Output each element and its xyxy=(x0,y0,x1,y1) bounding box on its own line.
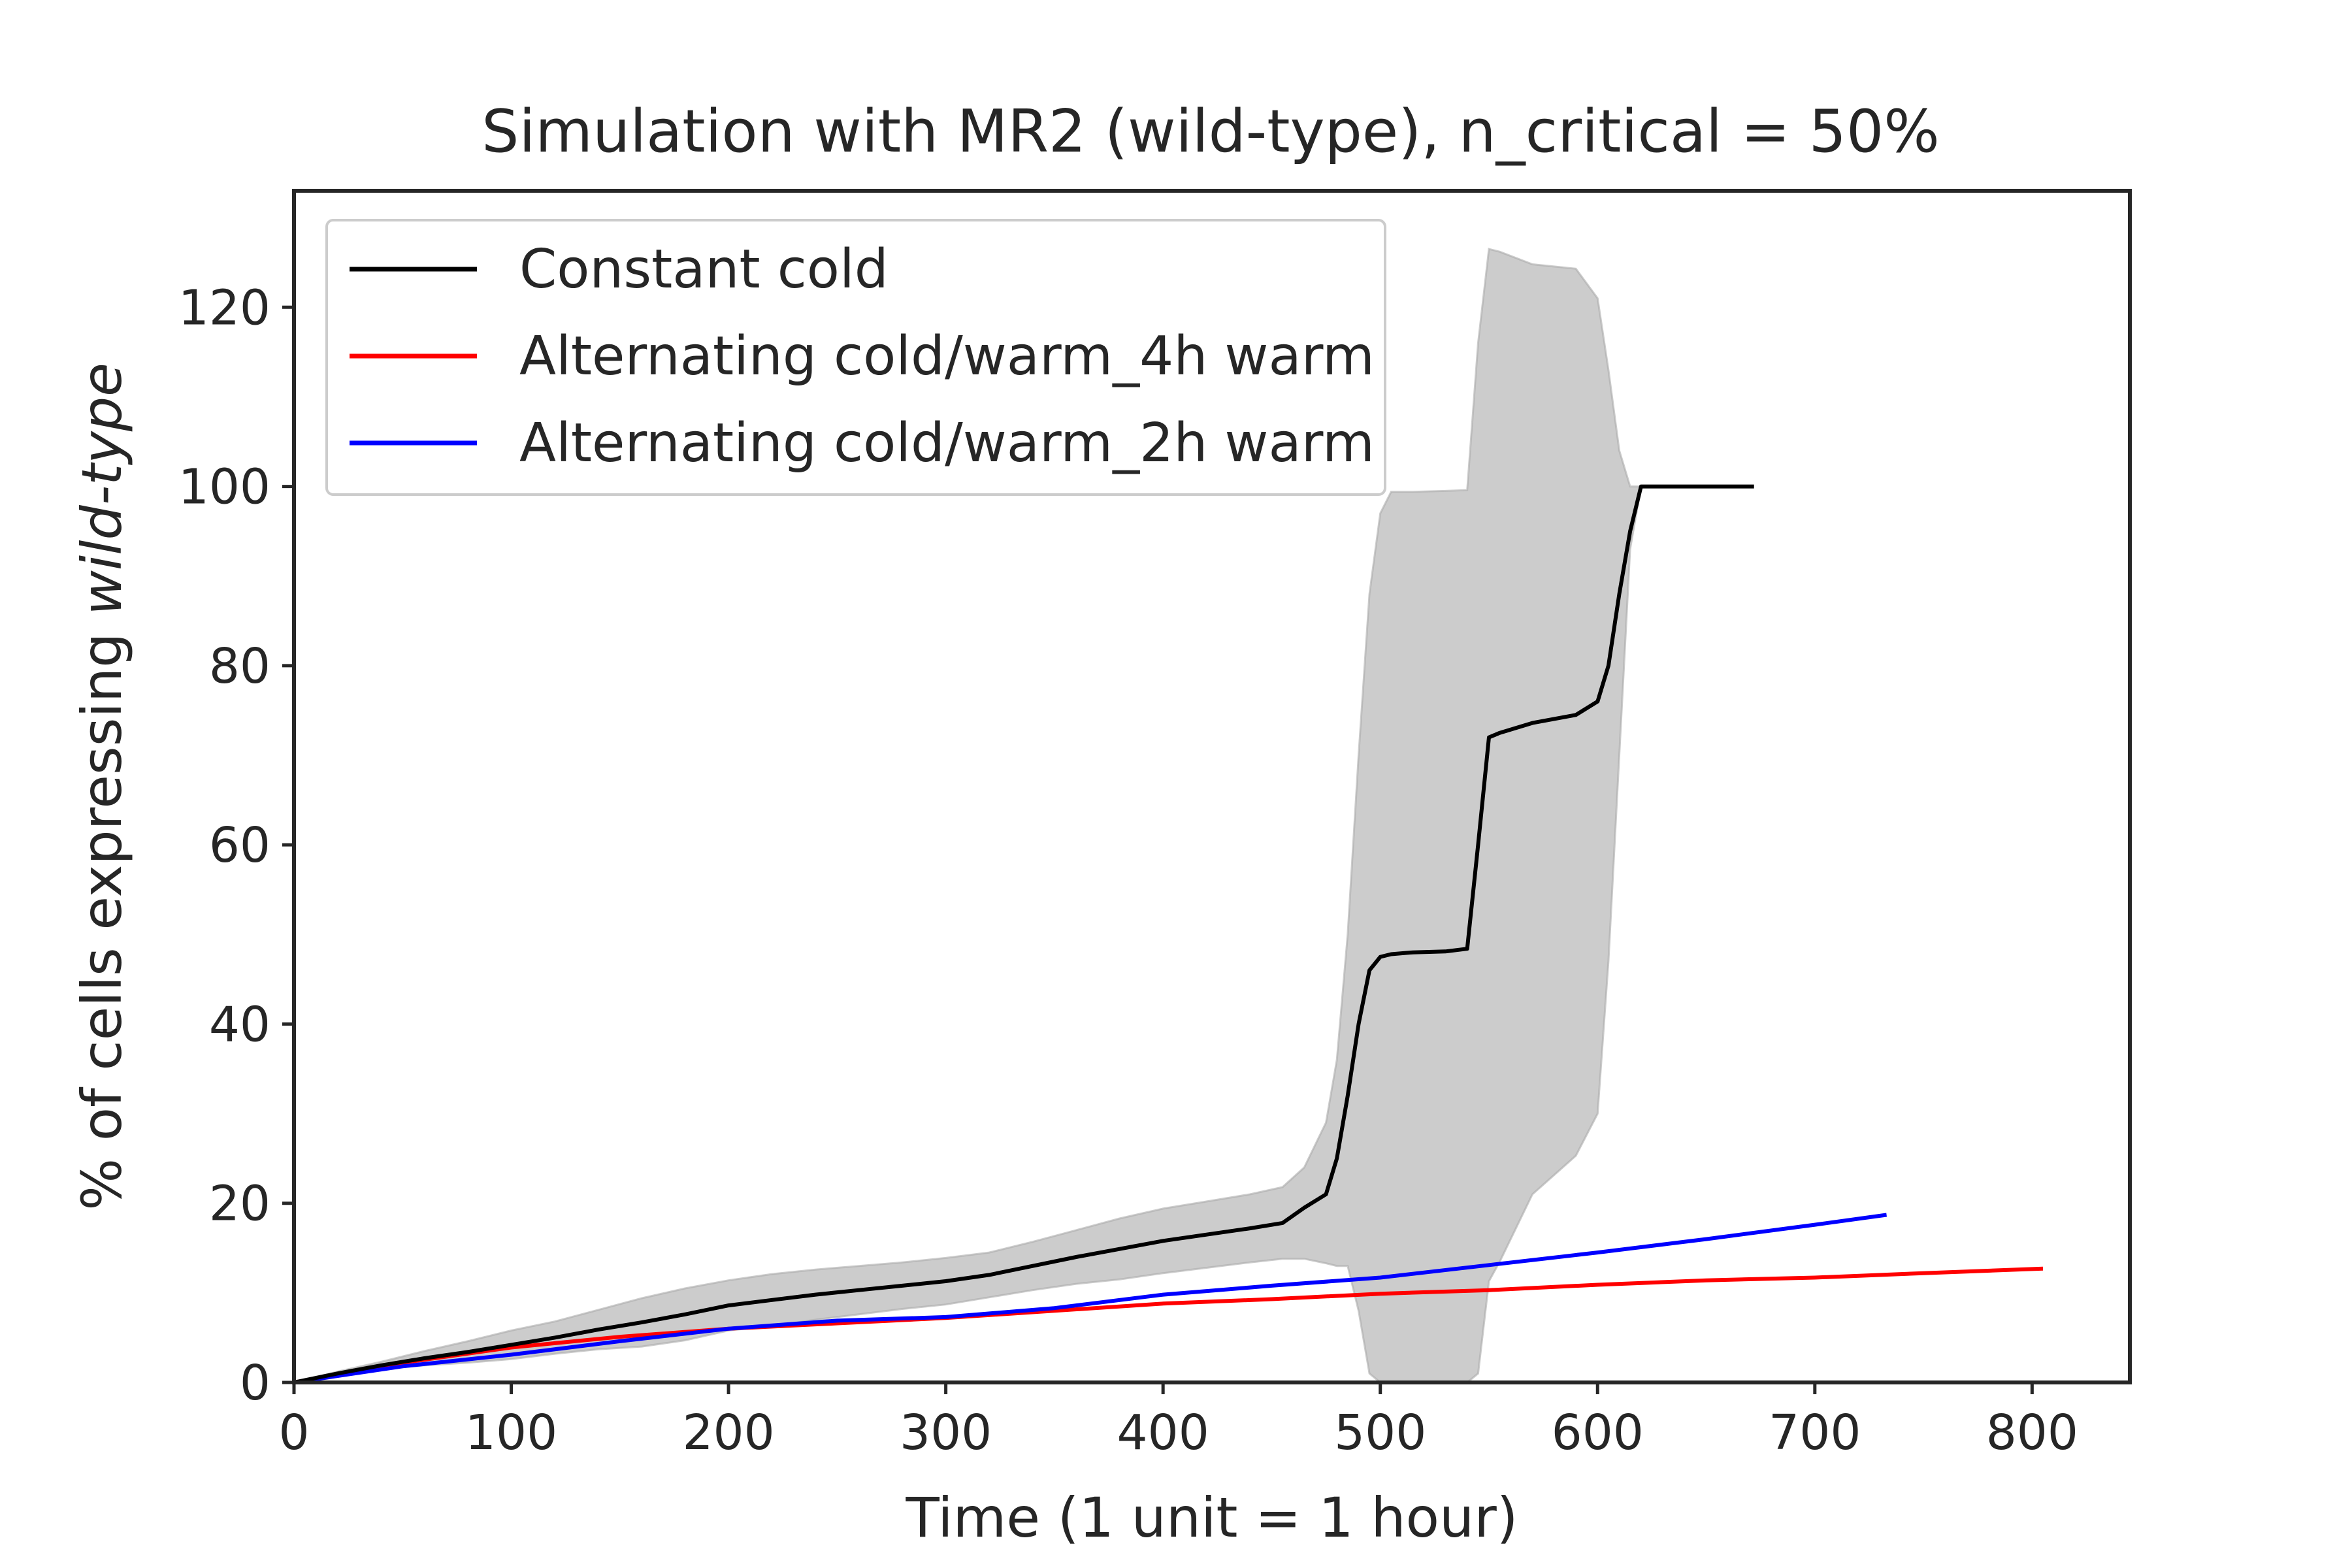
series-lines xyxy=(293,484,2044,1384)
series-line-constant-cold xyxy=(293,484,1754,1384)
y-tick-label: 40 xyxy=(209,996,270,1053)
variance-band xyxy=(293,248,1754,1384)
y-tick-label: 100 xyxy=(178,459,270,515)
x-tick-label: 700 xyxy=(1769,1405,1861,1461)
x-tick-label: 600 xyxy=(1552,1405,1644,1461)
x-tick-label: 0 xyxy=(278,1405,309,1461)
y-axis-label-prefix: % of cells expressing xyxy=(70,615,134,1211)
x-axis: 0 100 200 300 400 500 600 700 800 xyxy=(278,1382,2078,1461)
x-tick-label: 300 xyxy=(900,1405,992,1461)
y-tick-label: 80 xyxy=(209,638,270,694)
y-tick-label: 60 xyxy=(209,817,270,874)
x-tick-label: 200 xyxy=(682,1405,774,1461)
y-axis-label-italic: wild-type xyxy=(70,363,134,615)
legend-label: Constant cold xyxy=(519,238,889,301)
x-axis-label: Time (1 unit = 1 hour) xyxy=(905,1486,1518,1550)
series-line-alternating-cold-warm-2h-warm xyxy=(293,1213,1887,1384)
legend-label: Alternating cold/warm_2h warm xyxy=(519,412,1375,474)
chart-title: Simulation with MR2 (wild-type), n_criti… xyxy=(482,97,1939,166)
plot-area xyxy=(293,248,2044,1384)
legend: Constant cold Alternating cold/warm_4h wa… xyxy=(325,219,1386,496)
x-tick-label: 800 xyxy=(1986,1405,2078,1461)
x-tick-label: 100 xyxy=(465,1405,557,1461)
legend-label: Alternating cold/warm_4h warm xyxy=(519,325,1375,387)
x-tick-label: 400 xyxy=(1117,1405,1209,1461)
y-tick-label: 0 xyxy=(240,1355,270,1411)
y-tick-label: 120 xyxy=(178,280,270,336)
series-line-alternating-cold-warm-4h-warm xyxy=(293,1266,2044,1384)
legend-box xyxy=(325,219,1386,496)
plot-frame xyxy=(292,189,2132,1384)
y-axis: 0 20 40 60 80 100 120 xyxy=(178,280,294,1411)
y-tick-label: 20 xyxy=(209,1176,270,1232)
x-tick-label: 500 xyxy=(1334,1405,1426,1461)
y-axis-label: % of cells expressing wild-type xyxy=(70,363,134,1211)
